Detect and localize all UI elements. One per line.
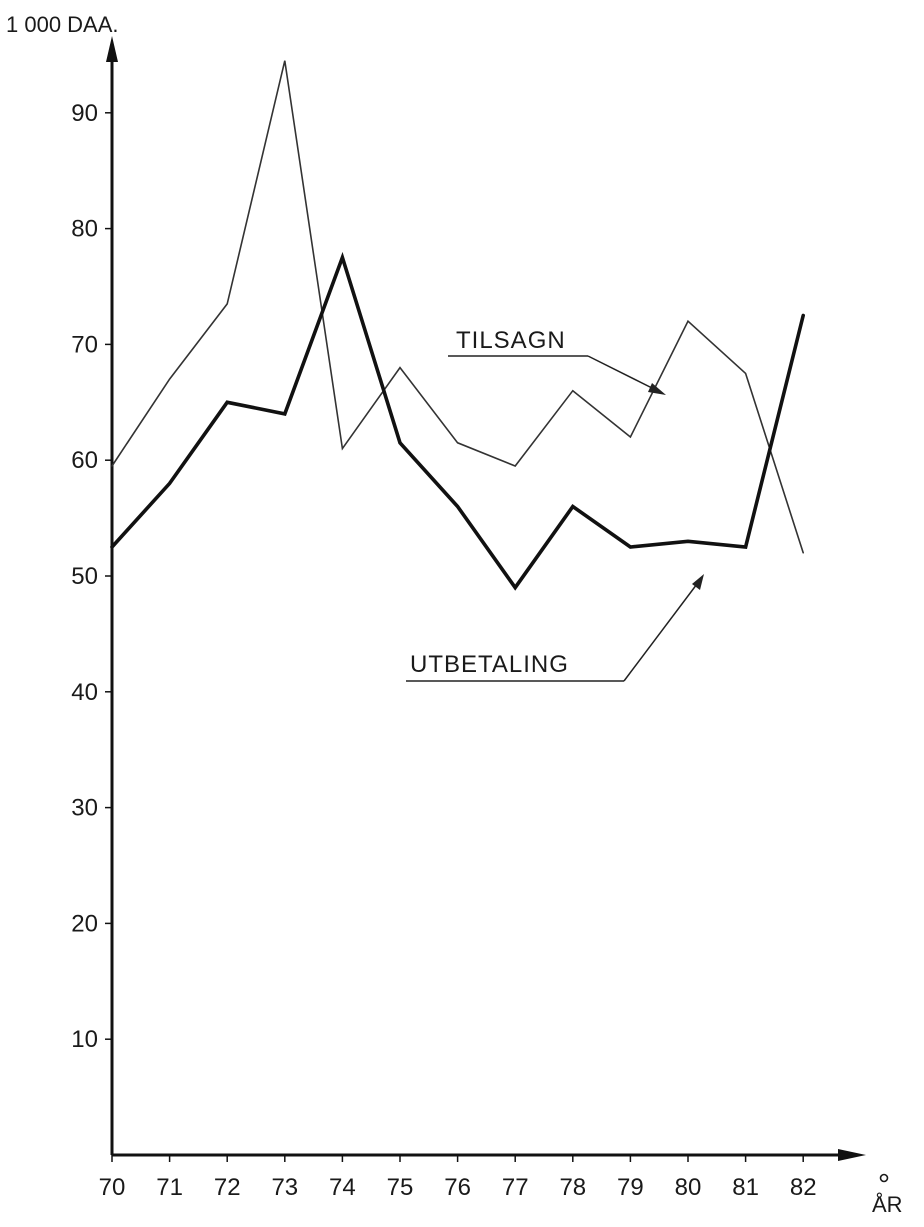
x-tick-label: 78 [559,1174,586,1201]
utbetaling-leader-line [623,579,701,682]
x-tick-label: 81 [732,1174,759,1201]
y-axis-title: 1 000 DAA. [6,12,119,37]
x-tick-label: 80 [675,1174,702,1201]
utbetaling-leader-arrow [692,574,704,590]
y-axis-arrow [106,36,118,62]
series-line-tilsagn [111,60,805,554]
x-tick-label: 71 [156,1174,183,1201]
y-tick-label: 70 [71,331,98,358]
x-tick-label: 82 [790,1174,817,1201]
x-tick-label: 70 [99,1174,126,1201]
y-tick-label: 50 [71,563,98,590]
y-tick-label: 30 [71,795,98,822]
tilsagn-leader-line [587,355,661,393]
x-tick-label: 73 [271,1174,298,1201]
series-label-utbetaling: UTBETALING [410,651,569,678]
x-tick-label: 75 [387,1174,414,1201]
y-tick-label: 10 [71,1026,98,1053]
y-ticks: 10 20 30 40 50 60 70 80 90 [71,100,112,1053]
y-tick-label: 20 [71,910,98,937]
series-lines [110,60,806,591]
x-tick-label: 72 [214,1174,241,1201]
series-line-utbetaling [110,251,806,591]
y-tick-label: 40 [71,679,98,706]
y-tick-label: 80 [71,216,98,243]
tilsagn-leader-arrow [648,383,666,395]
x-tick-label: 74 [329,1174,356,1201]
x-tick-label: 77 [502,1174,529,1201]
x-axis-arrow [838,1149,866,1161]
a-ring-mark [879,1173,889,1183]
series-label-tilsagn: TILSAGN [456,327,566,354]
y-tick-label: 60 [71,447,98,474]
x-tick-label: 76 [444,1174,471,1201]
x-axis-title: ÅR [872,1192,903,1217]
x-ticks: 70 71 72 73 74 75 76 77 78 79 80 81 82 [99,1155,817,1201]
x-tick-label: 79 [617,1174,644,1201]
y-tick-label: 90 [71,100,98,127]
